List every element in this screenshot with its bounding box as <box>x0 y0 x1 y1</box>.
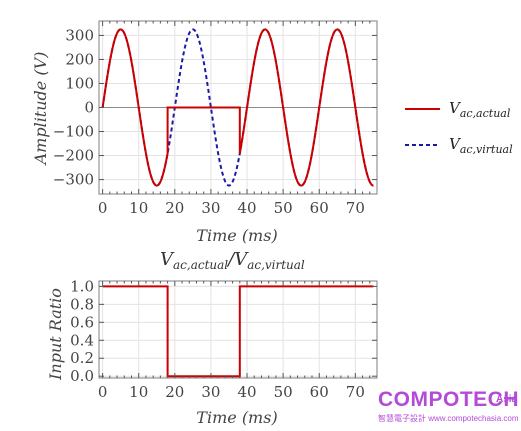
ratio-title-sub-2: ac,virtual <box>247 258 305 272</box>
amplitude-y-tick-label: 0 <box>84 99 94 117</box>
watermark-region: Asia <box>496 394 518 405</box>
amplitude-x-tick-label: 70 <box>346 199 365 217</box>
ratio-title-slash: / <box>226 249 236 270</box>
series-line-actual <box>101 28 374 187</box>
ratio-y-tick-labels: 1.00.80.60.40.20.0 <box>70 277 94 385</box>
ratio-title-main-1: V <box>160 249 175 270</box>
amplitude-y-tick-label: 200 <box>65 50 94 68</box>
legend-label-virtual-sub: ac,virtual <box>460 143 513 156</box>
ratio-title-sub-1: ac,actual <box>173 258 228 272</box>
amplitude-x-tick-label: 50 <box>274 199 293 217</box>
watermark-subtitle: 智慧電子設計 www.compotechasia.com <box>378 414 519 423</box>
amplitude-chart: 300 200 100 0 −100 −200 −300 0 10 20 30 40 50 60 70 A… <box>31 20 378 245</box>
amplitude-x-tick-label: 40 <box>237 199 256 217</box>
ratio-chart: 1.00.80.60.40.20.0 0 10 20 30 40 50 60 70 Input… <box>46 277 378 427</box>
legend-label-virtual: Vac,virtual <box>449 135 513 156</box>
amplitude-y-tick-labels: 300 200 100 0 −100 −200 −300 <box>53 26 94 188</box>
amplitude-y-tick-label: −300 <box>53 171 94 189</box>
ratio-grid <box>99 281 377 378</box>
ratio-tick-marks <box>99 281 377 378</box>
amplitude-y-axis-label: Amplitude (V) <box>31 52 50 167</box>
amplitude-y-tick-label: −200 <box>53 147 94 165</box>
amplitude-x-tick-labels: 0 10 20 30 40 50 60 70 <box>98 199 365 217</box>
ratio-x-axis-label: Time (ms) <box>196 408 277 427</box>
ratio-y-tick-label: 0.4 <box>70 331 94 349</box>
legend-label-virtual-main: V <box>449 135 462 153</box>
ratio-x-tick-label: 60 <box>310 383 329 401</box>
ratio-y-tick-label: 0.2 <box>70 349 94 367</box>
amplitude-y-tick-label: 300 <box>65 26 94 44</box>
amplitude-x-tick-label: 0 <box>98 199 108 217</box>
ratio-x-tick-label: 30 <box>201 383 220 401</box>
ratio-x-tick-label: 20 <box>165 383 184 401</box>
ratio-x-tick-label: 10 <box>129 383 148 401</box>
series-line-ratio <box>102 285 374 378</box>
legend: Vac,actual Vac,virtual <box>405 99 513 156</box>
ratio-chart-title: Vac,actual/Vac,virtual <box>160 249 305 272</box>
ratio-title-main-2: V <box>234 249 249 270</box>
amplitude-y-tick-label: −100 <box>53 123 94 141</box>
watermark-logo: COMPOTECH Asia 智慧電子設計 www.compotechasia.… <box>378 388 519 428</box>
ratio-y-tick-label: 0.6 <box>70 313 94 331</box>
amplitude-x-tick-label: 30 <box>201 199 220 217</box>
ratio-x-tick-label: 70 <box>346 383 365 401</box>
legend-label-actual-sub: ac,actual <box>460 107 511 120</box>
amplitude-y-tick-label: 100 <box>65 74 94 92</box>
watermark-brand: COMPOTECH <box>378 388 519 411</box>
ratio-plot-frame <box>98 280 378 379</box>
ratio-x-tick-label: 40 <box>237 383 256 401</box>
amplitude-x-tick-label: 10 <box>129 199 148 217</box>
amplitude-series <box>101 28 374 187</box>
legend-label-actual: Vac,actual <box>449 99 511 120</box>
ratio-y-tick-label: 1.0 <box>70 277 94 295</box>
amplitude-tick-marks <box>99 21 377 194</box>
amplitude-x-axis-label: Time (ms) <box>196 226 277 245</box>
ratio-x-tick-label: 50 <box>274 383 293 401</box>
ratio-y-tick-label: 0.0 <box>70 367 94 385</box>
ratio-x-tick-labels: 0 10 20 30 40 50 60 70 <box>98 383 365 401</box>
amplitude-x-tick-label: 60 <box>310 199 329 217</box>
ratio-x-tick-label: 0 <box>98 383 108 401</box>
amplitude-x-tick-label: 20 <box>165 199 184 217</box>
ratio-y-axis-label: Input Ratio <box>46 288 65 381</box>
legend-label-actual-main: V <box>449 99 462 117</box>
ratio-y-tick-label: 0.8 <box>70 295 94 313</box>
